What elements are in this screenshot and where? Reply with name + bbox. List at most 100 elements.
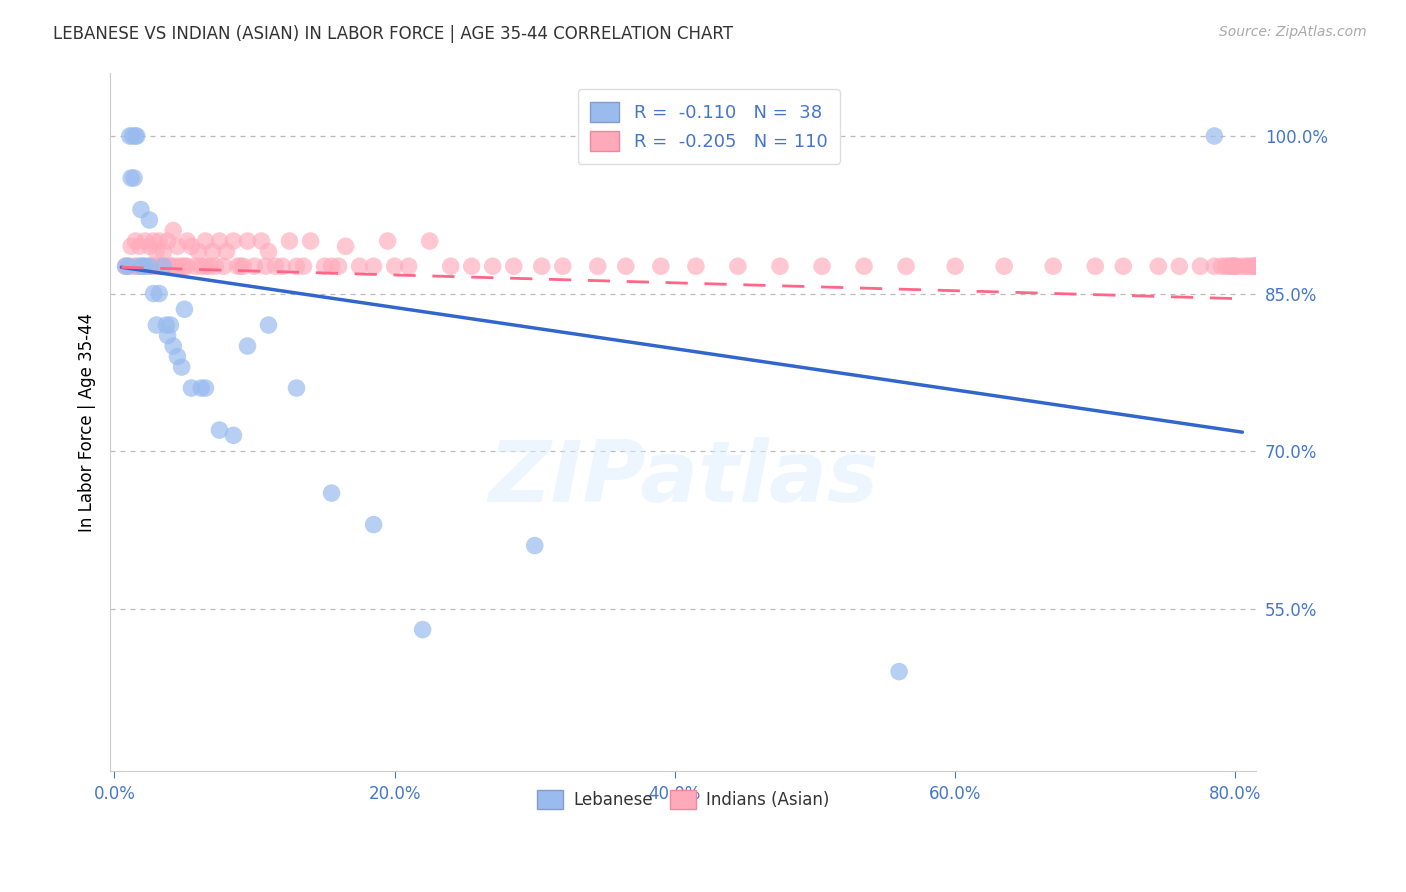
Point [148,259,170,273]
Point [128,259,150,273]
Point [440,259,463,273]
Point [894,259,917,273]
Point [222,428,245,442]
Point [1243,259,1265,273]
Point [586,259,609,273]
Point [162,223,184,237]
Point [769,259,792,273]
Point [122,171,145,186]
Point [145,318,167,332]
Point [1084,259,1107,273]
Point [122,259,145,273]
Point [176,234,198,248]
Point [1204,128,1226,143]
Point [121,128,143,143]
Point [145,259,167,273]
Point [363,259,385,273]
Point [502,259,524,273]
Point [226,259,249,273]
Point [117,259,139,273]
Point [114,259,136,273]
Point [853,259,876,273]
Point [1042,259,1064,273]
Point [650,259,672,273]
Point [1112,259,1135,273]
Point [129,202,152,217]
Point [285,381,308,395]
Point [1211,259,1233,273]
Point [257,318,280,332]
Point [530,259,553,273]
Point [159,259,181,273]
Point [398,259,420,273]
Point [117,259,139,273]
Legend: Lebanese, Indians (Asian): Lebanese, Indians (Asian) [530,783,837,815]
Text: LEBANESE VS INDIAN (ASIAN) IN LABOR FORCE | AGE 35-44 CORRELATION CHART: LEBANESE VS INDIAN (ASIAN) IN LABOR FORC… [53,25,734,43]
Point [1241,259,1264,273]
Point [204,259,226,273]
Point [124,234,146,248]
Point [184,259,207,273]
Point [1250,259,1272,273]
Point [190,381,212,395]
Point [215,244,238,259]
Point [314,259,336,273]
Point [142,259,165,273]
Point [138,259,160,273]
Point [166,259,188,273]
Point [194,259,217,273]
Point [145,244,167,259]
Point [1244,259,1267,273]
Point [134,234,156,248]
Point [208,234,231,248]
Point [1220,259,1243,273]
Point [887,665,910,679]
Point [1215,259,1237,273]
Point [1168,259,1191,273]
Point [125,128,148,143]
Point [1218,259,1240,273]
Point [212,259,235,273]
Point [1225,259,1247,273]
Point [377,234,399,248]
Point [114,259,136,273]
Point [190,259,212,273]
Point [142,234,165,248]
Point [166,239,188,253]
Point [159,318,181,332]
Point [321,486,343,500]
Point [170,259,193,273]
Point [232,259,254,273]
Point [335,239,357,253]
Point [120,171,142,186]
Point [250,234,273,248]
Point [156,259,179,273]
Point [257,244,280,259]
Point [148,234,170,248]
Point [1204,259,1226,273]
Point [328,259,350,273]
Point [993,259,1015,273]
Point [321,259,343,273]
Point [1226,259,1249,273]
Point [155,318,177,332]
Point [173,259,195,273]
Point [1222,259,1244,273]
Point [125,259,148,273]
Point [551,259,574,273]
Point [134,259,156,273]
Point [811,259,834,273]
Point [1236,259,1258,273]
Point [162,339,184,353]
Point [118,128,141,143]
Point [166,350,188,364]
Point [236,339,259,353]
Point [138,213,160,227]
Point [481,259,503,273]
Y-axis label: In Labor Force | Age 35-44: In Labor Force | Age 35-44 [79,312,96,532]
Point [138,239,160,253]
Point [1239,259,1261,273]
Point [243,259,266,273]
Point [152,259,174,273]
Point [384,259,406,273]
